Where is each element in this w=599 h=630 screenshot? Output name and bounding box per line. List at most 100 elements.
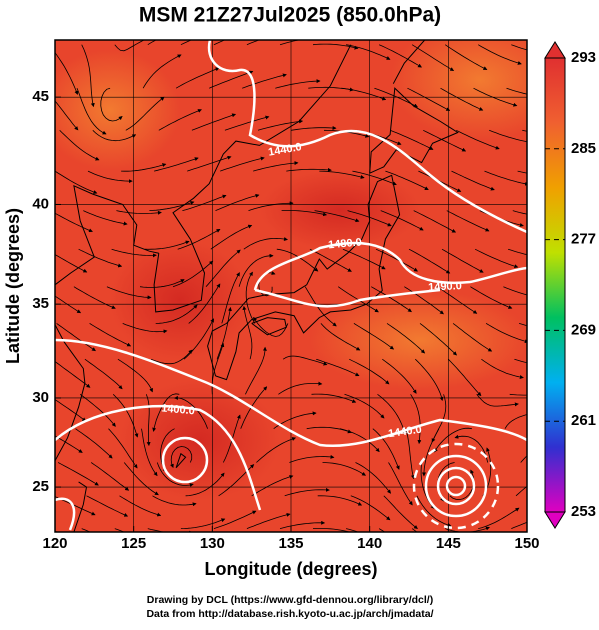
streamline [350, 495, 391, 521]
streamline [81, 44, 95, 108]
contour-labels: 1440.0 1480.0 1490.0 1400.0 1440.0 [161, 141, 462, 440]
x-tick-label: 125 [121, 535, 146, 552]
streamline [371, 286, 412, 313]
streamline [57, 462, 99, 486]
colorbar-tick-label: 269 [571, 321, 596, 338]
streamline [145, 394, 151, 447]
streamline [150, 349, 193, 365]
streamline [353, 323, 395, 350]
streamline [173, 395, 208, 429]
streamline [75, 428, 113, 459]
streamline [512, 210, 527, 215]
title: MSM 21Z27Jul2025 (850.0hPa) [139, 4, 441, 27]
streamline [242, 73, 287, 89]
streamline [175, 67, 220, 89]
colorbar-tick-label: 293 [571, 49, 596, 66]
streamline [139, 279, 185, 288]
streamline [385, 170, 429, 190]
streamline [187, 155, 232, 172]
streamline [242, 305, 253, 360]
streamline [449, 469, 475, 501]
streamline [100, 87, 123, 122]
coastline [122, 204, 159, 254]
streamline [55, 170, 98, 194]
streamline [122, 323, 168, 334]
streamline [55, 361, 91, 388]
streamline [478, 507, 520, 529]
streamlines [55, 40, 527, 532]
streamline [503, 286, 527, 296]
y-tick-label: 45 [32, 88, 49, 105]
streamline [246, 40, 260, 46]
streamline [185, 472, 225, 497]
streamline [515, 485, 527, 497]
streamline [452, 323, 493, 352]
streamline [257, 119, 304, 131]
streamline [55, 254, 88, 273]
streamline [114, 40, 145, 52]
streamline [514, 358, 527, 364]
streamline [289, 454, 335, 463]
streamline [415, 358, 444, 401]
streamline [147, 528, 194, 532]
colorbar: 253 261 269 277 285 293 [544, 41, 596, 529]
streamline [448, 358, 482, 397]
y-tick-label: 25 [32, 478, 49, 495]
x-axis-label: Longitude (degrees) [204, 559, 377, 579]
streamline [253, 316, 289, 337]
streamline [116, 210, 162, 215]
warm-patch [390, 40, 527, 140]
streamline [484, 170, 527, 186]
streamline [152, 495, 197, 507]
streamline [253, 161, 299, 172]
x-tick-label: 145 [436, 535, 461, 552]
streamline [355, 462, 392, 494]
streamline [245, 346, 267, 395]
streamline [347, 210, 392, 227]
streamline [408, 248, 451, 274]
streamline [284, 487, 330, 497]
streamline [108, 428, 138, 469]
streamline [339, 428, 380, 453]
colorbar-scale [544, 57, 566, 513]
streamline [114, 528, 126, 532]
streamline [413, 210, 457, 233]
streamline [312, 43, 359, 50]
streamline [170, 446, 193, 469]
x-tick-label: 130 [200, 535, 225, 552]
streamline [440, 87, 484, 111]
streamline [125, 96, 165, 131]
credit-line: Data from http://database.rish.kyoto-u.a… [146, 608, 433, 620]
streamline [517, 170, 527, 174]
streamline [437, 286, 478, 314]
streamline [224, 115, 270, 131]
streamline [90, 462, 130, 491]
streamline [311, 393, 357, 403]
streamline [352, 170, 397, 186]
streamline [444, 44, 488, 70]
contour-ring [412, 442, 500, 530]
streamline [372, 428, 400, 470]
streamline [306, 426, 352, 434]
streamline [473, 87, 518, 107]
contour-line [55, 405, 262, 511]
streamline [149, 201, 195, 211]
streamline [411, 44, 455, 71]
contour-ring [161, 436, 209, 484]
contour-label: 1400.0 [161, 402, 196, 417]
streamline [56, 323, 96, 352]
streamline [216, 306, 232, 360]
contour-label: 1480.0 [328, 236, 363, 251]
streamline [317, 495, 363, 506]
streamline [156, 462, 194, 487]
streamline [55, 295, 82, 314]
streamline [312, 528, 359, 532]
streamline [59, 130, 100, 161]
streamline [55, 212, 93, 233]
streamline [342, 248, 386, 270]
streamline [55, 100, 79, 131]
contour-line [55, 497, 76, 531]
streamline [316, 358, 360, 377]
streamline [213, 40, 226, 46]
